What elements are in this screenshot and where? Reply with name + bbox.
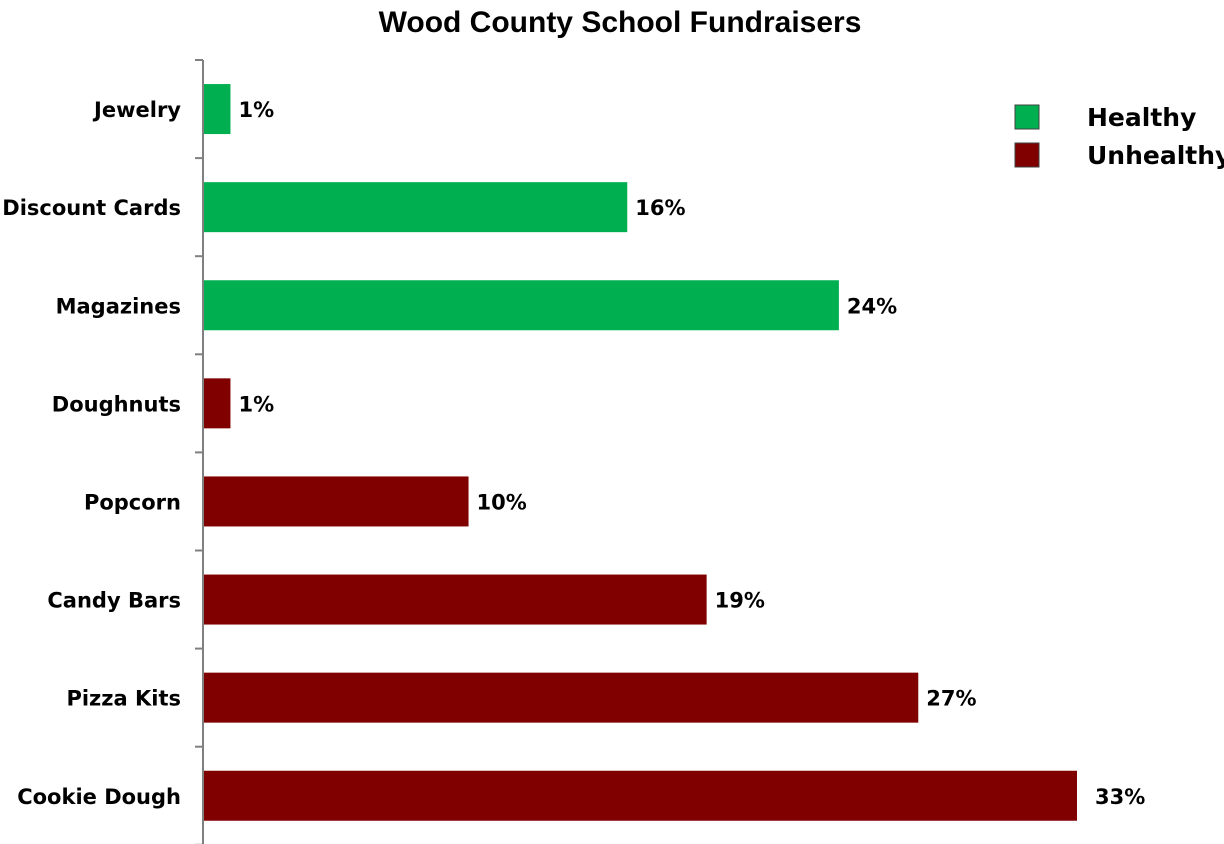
bar	[204, 672, 919, 723]
category-label: Discount Cards	[2, 196, 181, 220]
category-label: Magazines	[56, 294, 181, 318]
bar	[204, 476, 469, 527]
data-label: 24%	[847, 294, 897, 318]
category-label: Doughnuts	[52, 392, 181, 416]
bar	[204, 84, 231, 135]
category-label: Popcorn	[84, 490, 181, 514]
data-label: 19%	[715, 589, 765, 613]
category-label: Pizza Kits	[66, 687, 181, 711]
category-label: Jewelry	[92, 98, 181, 122]
data-label: 1%	[238, 98, 274, 122]
data-label: 33%	[1095, 785, 1145, 809]
bar	[204, 182, 628, 233]
bar	[204, 378, 231, 429]
data-label: 10%	[477, 490, 527, 514]
chart-title: Wood County School Fundraisers	[378, 6, 862, 39]
bar	[204, 770, 1077, 821]
legend-swatch	[1014, 104, 1040, 130]
data-label: 16%	[635, 196, 685, 220]
data-label: 1%	[238, 392, 274, 416]
legend-label: Unhealthy	[1087, 141, 1224, 170]
legend-swatch	[1014, 142, 1040, 168]
legend-label: Healthy	[1087, 103, 1196, 132]
bar	[204, 574, 707, 625]
data-label: 27%	[926, 687, 976, 711]
category-label: Cookie Dough	[17, 785, 181, 809]
category-label: Candy Bars	[47, 589, 181, 613]
bar	[204, 280, 839, 331]
